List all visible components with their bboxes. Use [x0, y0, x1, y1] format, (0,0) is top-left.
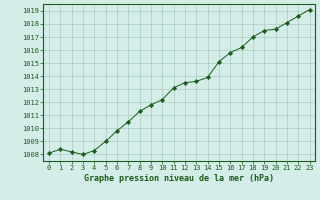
X-axis label: Graphe pression niveau de la mer (hPa): Graphe pression niveau de la mer (hPa) — [84, 174, 274, 183]
